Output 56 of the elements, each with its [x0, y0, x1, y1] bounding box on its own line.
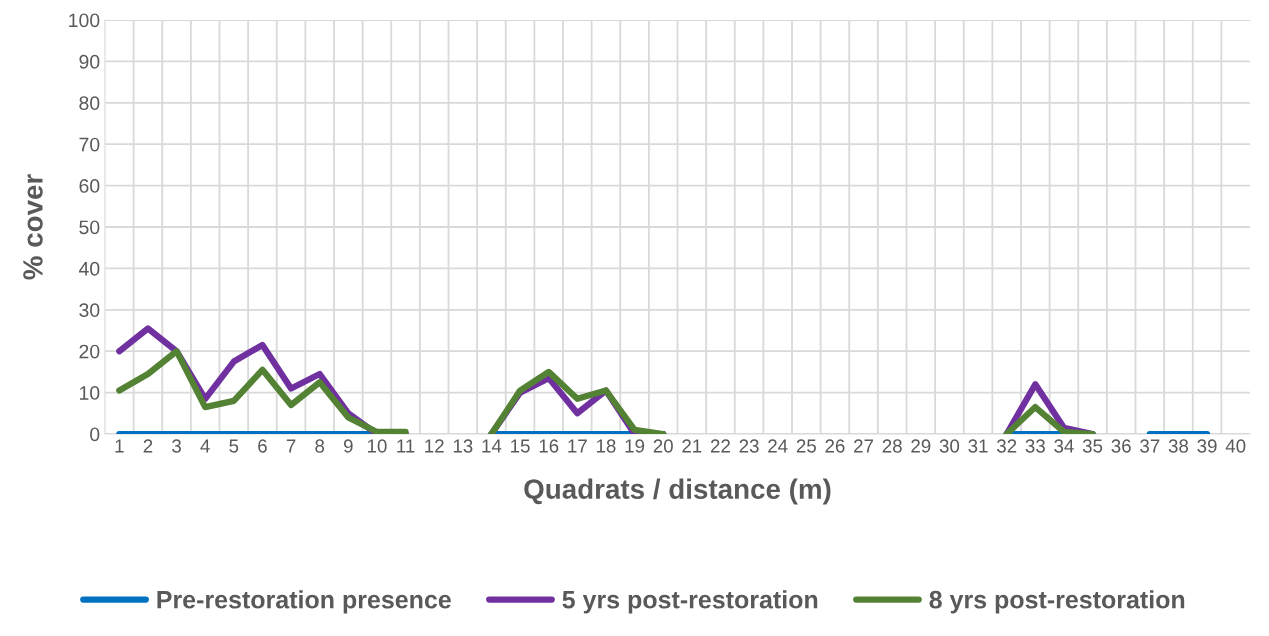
y-tick-label: 90 [79, 54, 100, 69]
x-tick-label: 13 [453, 439, 473, 453]
x-tick-label: 15 [511, 439, 530, 453]
x-tick-label: 30 [939, 439, 960, 453]
x-tick-label: 8 [315, 439, 325, 453]
x-tick-label: 5 [229, 439, 239, 453]
x-tick-label: 4 [200, 439, 210, 453]
x-tick-label: 7 [286, 439, 296, 453]
legend-label: Pre-restoration presence [157, 590, 451, 614]
y-tick-label: 70 [79, 137, 100, 152]
x-tick-label: 1 [115, 439, 124, 453]
legend-label: 5 yrs post-restoration [562, 590, 818, 614]
y-tick-label: 10 [80, 386, 100, 400]
legend-label: 8 yrs post-restoration [929, 590, 1185, 614]
y-tick-label: 30 [79, 303, 100, 318]
x-tick-label: 39 [1197, 439, 1217, 453]
x-tick-label: 9 [343, 439, 353, 453]
x-tick-label: 33 [1025, 439, 1045, 453]
x-tick-label: 34 [1054, 439, 1074, 453]
x-tick-label: 11 [397, 439, 415, 453]
x-tick-label: 18 [596, 439, 616, 453]
x-tick-label: 10 [367, 439, 387, 453]
x-tick-label: 28 [882, 439, 902, 453]
y-tick-label: 0 [90, 427, 100, 442]
y-tick-label: 100 [69, 13, 100, 28]
y-tick-label: 50 [79, 220, 100, 235]
x-tick-label: 24 [768, 439, 788, 453]
x-tick-label: 19 [625, 439, 645, 453]
x-tick-label: 6 [258, 439, 267, 453]
y-tick-label: 80 [79, 96, 100, 111]
x-tick-label: 29 [911, 439, 931, 453]
y-axis-title: % cover [23, 174, 43, 280]
x-tick-label: 27 [854, 439, 874, 453]
x-tick-label: 17 [568, 439, 587, 453]
x-tick-label: 2 [143, 439, 153, 453]
y-tick-label: 20 [79, 344, 100, 359]
x-tick-label: 36 [1111, 439, 1131, 453]
x-tick-label: 12 [425, 439, 444, 453]
x-tick-label: 31 [968, 439, 988, 453]
y-tick-label: 60 [79, 179, 100, 193]
x-tick-label: 38 [1168, 439, 1189, 453]
x-tick-label: 32 [996, 439, 1017, 453]
x-tick-label: 37 [1140, 439, 1160, 453]
x-tick-label: 16 [539, 439, 559, 453]
x-tick-label: 40 [1225, 439, 1246, 453]
y-tick-label: 40 [78, 261, 100, 276]
x-tick-label: 3 [172, 439, 181, 453]
x-tick-label: 25 [796, 439, 816, 453]
x-tick-label: 21 [682, 439, 702, 453]
x-tick-label: 14 [482, 439, 502, 453]
x-axis-title: Quadrats / distance (m) [524, 478, 831, 505]
x-tick-label: 35 [1082, 439, 1103, 453]
x-tick-label: 23 [739, 439, 759, 453]
x-tick-label: 22 [710, 439, 730, 453]
x-tick-label: 26 [825, 439, 845, 453]
x-tick-label: 20 [653, 439, 673, 453]
